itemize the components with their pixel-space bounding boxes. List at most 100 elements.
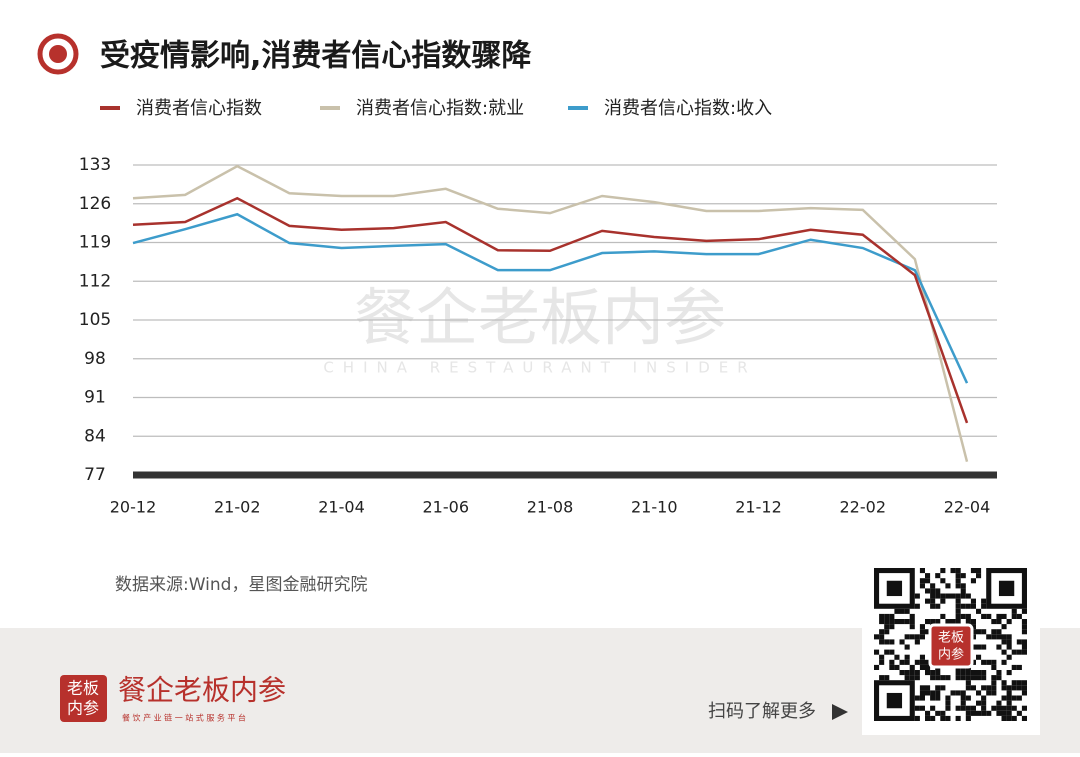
qr-module [940,593,946,599]
qr-module [981,598,987,604]
qr-module [919,624,925,630]
qr-module [940,613,946,619]
badge-text: 内参 [67,699,99,718]
qr-module [1006,670,1012,676]
qr-module [1016,680,1022,686]
qr-module [919,685,925,691]
qr-module [904,659,910,665]
qr-module [986,613,992,619]
qr-module [965,670,971,676]
qr-module [889,639,895,645]
qr-module [981,695,987,701]
qr-module [914,593,920,599]
qr-module [909,675,915,681]
qr-module [1021,619,1027,625]
qr-finder [998,580,1015,597]
x-tick-label: 22-02 [840,498,887,517]
y-tick-label: 112 [79,271,111,291]
qr-module [970,598,976,604]
qr-finder [873,680,915,722]
qr-module [965,603,971,609]
qr-module [925,715,931,721]
qr-module [894,608,900,614]
qr-module [996,619,1002,625]
qr-module [909,634,915,640]
qr-module [960,583,966,589]
qr-module [945,619,951,625]
qr-module [970,710,976,716]
qr-module [930,705,936,711]
qr-module [930,598,936,604]
qr-module [914,639,920,645]
qr-module [935,710,941,716]
qr-module [955,593,961,599]
qr-module [960,700,966,706]
qr-module [955,690,961,696]
qr-module [1011,680,1017,686]
qr-module [945,705,951,711]
qr-module [919,664,925,670]
qr-module [935,690,941,696]
qr-module [960,573,966,579]
title-icon [37,33,79,75]
qr-module [960,588,966,594]
qr-module [955,619,961,625]
qr-module [955,670,961,676]
qr-module [889,624,895,630]
qr-module [955,568,961,574]
qr-module [919,659,925,665]
qr-module [930,695,936,701]
qr-module [874,664,880,670]
qr-module [1021,685,1027,691]
plot: 77 84 91 98 105 112 119 126 133 20-12 21-02 21-04 21… [79,155,997,517]
qr-module [884,639,890,645]
qr-module [935,685,941,691]
qr-module [925,670,931,676]
qr-module [930,715,936,721]
qr-module [925,588,931,594]
qr-module [955,598,961,604]
x-tick-label: 21-10 [631,498,678,517]
qr-module [925,573,931,579]
qr-module [991,629,997,635]
qr-module [904,670,910,676]
y-tick-label: 84 [84,426,106,446]
qr-module [981,675,987,681]
qr-module [1006,695,1012,701]
qr-module [935,593,941,599]
qr-module [940,568,946,574]
qr-module [879,634,885,640]
qr-module [909,670,915,676]
qr-module [1011,613,1017,619]
qr-module [965,705,971,711]
qr-module [960,705,966,711]
qr-module [935,603,941,609]
qr-module [909,613,915,619]
qr-module [940,598,946,604]
qr-module [899,619,905,625]
title-icon-dot [49,45,67,63]
qr-module [1001,613,1007,619]
qr-module [925,629,931,635]
qr-module [925,619,931,625]
qr-module [970,568,976,574]
qr-module [955,675,961,681]
qr-module [919,629,925,635]
qr-module [919,695,925,701]
x-tick-label: 21-12 [735,498,782,517]
qr-module [965,613,971,619]
qr-module [1001,695,1007,701]
qr-module [955,603,961,609]
qr-module [945,700,951,706]
y-tick-label: 77 [84,465,106,485]
qr-module [970,603,976,609]
qr-module [996,670,1002,676]
qr-cta: 扫码了解更多 [708,701,816,722]
y-tick-label: 98 [84,349,106,369]
qr-module [986,685,992,691]
qr-module [899,639,905,645]
qr-module [914,705,920,711]
watermark: 餐企老板内参 [354,281,726,354]
qr-module [1021,608,1027,614]
qr-module [1021,705,1027,711]
